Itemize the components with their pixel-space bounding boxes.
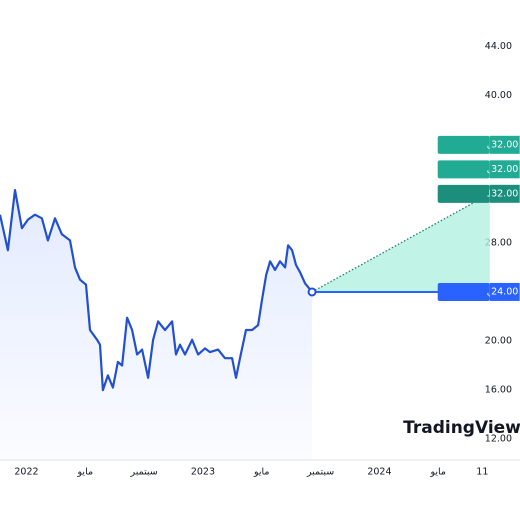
y-tick-label: 20.00 [485,336,512,347]
value-label: 24.00 [491,286,518,297]
label-box [437,160,490,179]
x-tick-label: سبتمبر [129,467,157,478]
value-label: 32.00 [491,164,518,175]
label-box [437,282,490,301]
logo: TradingView [403,418,520,438]
y-tick-label: 12.00 [485,434,512,445]
value-label: 32.00 [491,139,518,150]
y-tick-label: 44.00 [485,41,512,52]
x-tick-label: مايو [77,467,94,478]
x-tick-label: 11 [476,467,488,478]
y-tick-label: 28.00 [485,237,512,248]
value-box [489,184,520,203]
value-box [489,160,520,179]
x-tick-label: 2023 [191,467,215,478]
value-box [489,135,520,154]
label-box [437,135,490,154]
x-tick-label: سبتمبر [306,467,334,478]
y-tick-label: 40.00 [485,90,512,101]
last-point [307,287,317,297]
value-label: 32.00 [491,188,518,199]
area [0,190,313,460]
target-line [311,193,491,293]
x-tick-label: مايو [429,467,446,478]
x-tick-label: 2022 [14,467,38,478]
label-box [437,184,490,203]
y-tick-label: 16.00 [485,385,512,396]
price-line [0,189,313,392]
target-area [312,193,490,292]
value-box [489,282,520,301]
x-tick-label: مايو [253,467,270,478]
x-tick-label: 2024 [367,467,391,478]
